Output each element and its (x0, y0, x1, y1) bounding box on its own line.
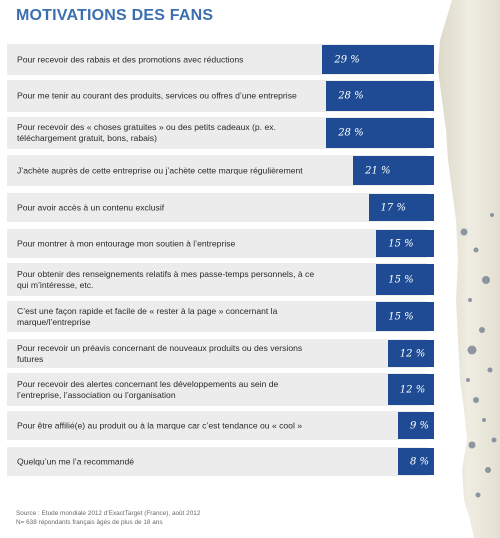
source-line-1: Source : Etude mondiale 2012 d’ExactTarg… (16, 510, 201, 517)
category-label: Pour obtenir des renseignements relatifs… (17, 268, 315, 290)
value-label: 21 % (365, 165, 391, 176)
chart-row: Pour obtenir des renseignements relatifs… (7, 263, 427, 296)
value-label: 12 % (399, 384, 426, 395)
value-bar: 17 % (368, 194, 434, 221)
category-label: Pour être affilié(e) au produit ou à la … (17, 420, 303, 430)
category-label: J’achète auprès de cette entreprise ou j… (17, 165, 303, 175)
value-bar: 12 % (387, 340, 434, 367)
value-bar: 29 % (322, 45, 434, 74)
value-bar: 9 % (398, 412, 434, 439)
category-label: Pour recevoir des rabais et des promotio… (17, 54, 244, 64)
value-label: 8 % (410, 456, 430, 467)
value-label: 15 % (388, 274, 414, 285)
value-label: 9 % (410, 420, 430, 431)
category-label: Pour recevoir des alertes concernant les… (17, 378, 279, 400)
value-bar: 15 % (376, 302, 434, 331)
source-line-2: N= 638 répondants français âgés de plus … (16, 519, 163, 526)
value-label: 15 % (388, 311, 414, 322)
chart-row: Pour recevoir un préavis concernant de n… (7, 339, 427, 368)
chart-row: Pour être affilié(e) au produit ou à la … (7, 411, 427, 440)
chart-row: Quelqu’un me l’a recommandé (7, 447, 427, 476)
value-label: 29 % (334, 54, 360, 65)
value-bar: 28 % (326, 81, 434, 111)
value-bar: 12 % (387, 374, 434, 405)
value-label: 28 % (338, 127, 364, 139)
chart-row: Pour recevoir des alertes concernant les… (7, 373, 427, 406)
value-bar: 28 % (326, 118, 434, 148)
value-label: 17 % (380, 202, 406, 213)
category-label: Pour recevoir un préavis concernant de n… (17, 342, 303, 364)
value-bar: 15 % (376, 264, 434, 295)
value-label: 28 % (338, 90, 364, 102)
value-bar: 21 % (353, 156, 434, 185)
value-label: 12 % (399, 348, 426, 359)
chart-title: MOTIVATIONS DES FANS (16, 7, 214, 24)
chart-row: C’est une façon rapide et facile de « re… (7, 301, 427, 332)
value-label: 15 % (388, 238, 414, 249)
chart-row: Pour montrer à mon entourage mon soutien… (7, 229, 427, 258)
category-label: Quelqu’un me l’a recommandé (17, 456, 135, 466)
blue-cheese-image (438, 0, 500, 538)
source-note: Source : Etude mondiale 2012 d’ExactTarg… (16, 509, 200, 527)
value-bar: 8 % (398, 448, 434, 475)
chart-row: Pour avoir accès à un contenu exclusif (7, 193, 427, 222)
value-bar: 15 % (376, 230, 434, 257)
category-label: Pour avoir accès à un contenu exclusif (17, 202, 165, 212)
category-label: Pour me tenir au courant des produits, s… (17, 90, 297, 101)
category-label: Pour montrer à mon entourage mon soutien… (17, 238, 236, 248)
category-label: C’est une façon rapide et facile de « re… (17, 305, 278, 327)
category-label: Pour recevoir des « choses gratuites » o… (17, 122, 276, 143)
